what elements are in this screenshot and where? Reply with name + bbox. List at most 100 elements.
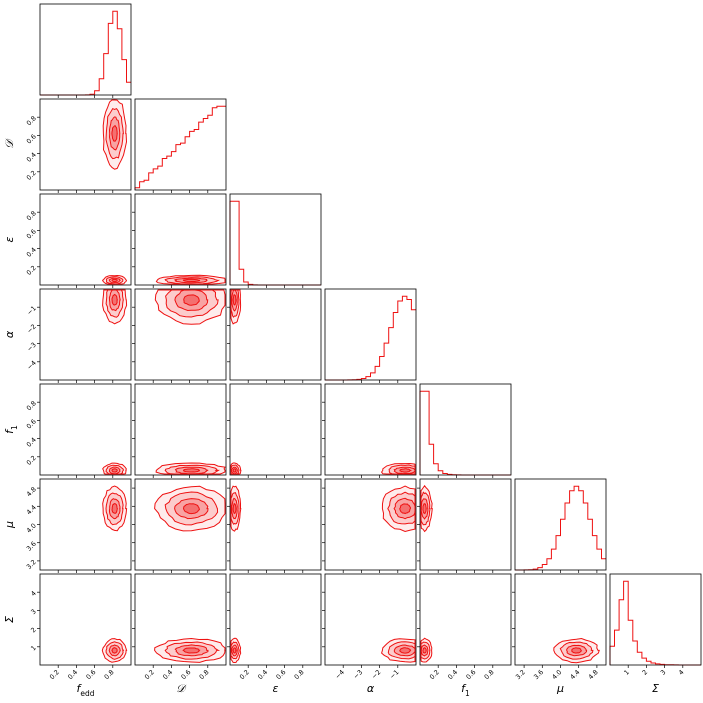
contour-level-3 <box>108 466 121 475</box>
y-tick-label: 4 <box>29 589 38 598</box>
panel-frame <box>229 478 322 571</box>
x-axis-label-D: 𝒟 <box>176 682 187 695</box>
x-tick-label: 0.6 <box>84 668 97 681</box>
y-tick-label: 0.6 <box>25 418 38 431</box>
contour-level-3 <box>393 466 416 475</box>
histogram-panel-eps <box>229 193 322 288</box>
y-axis-label-Sigma: Σ <box>3 616 16 623</box>
contour-panel-fedd-eps: 0.2 0.4 0.6 0.8 <box>25 193 132 288</box>
contour-level-4 <box>111 468 118 473</box>
x-tick-label: 1 <box>622 668 631 677</box>
panel-frame <box>419 573 512 666</box>
contour-panel-fedd-f1: 0.2 0.4 0.6 0.8 <box>25 383 132 478</box>
histogram-line-alpha <box>325 295 416 381</box>
contour-panel-eps-f1 <box>227 383 322 478</box>
contour-level-3 <box>173 277 208 284</box>
contour-level-3 <box>174 498 209 520</box>
x-tick-label: 0.2 <box>143 668 156 681</box>
panel-frame <box>134 98 227 191</box>
y-tick-label: 0.2 <box>25 169 38 182</box>
contour-level-1 <box>102 289 128 325</box>
panel-frame <box>134 383 227 476</box>
contour-level-3 <box>108 289 121 312</box>
x-tick-label: 3.6 <box>532 668 545 681</box>
contour-panel-eps-alpha <box>227 288 322 383</box>
y-tick-label: −3 <box>25 341 37 353</box>
contour-panel-alpha-mu <box>322 478 417 573</box>
contour-level-4 <box>182 647 201 654</box>
y-tick-label: 4.4 <box>25 503 38 516</box>
contour-level-2 <box>559 641 594 660</box>
x-axis-label-eps: ε <box>273 682 279 695</box>
contour-level-4 <box>111 503 118 514</box>
contour-level-4 <box>232 294 237 306</box>
y-tick-label: 3.2 <box>25 558 38 571</box>
axis-label-subscript: edd <box>80 689 94 698</box>
y-tick-label: −1 <box>25 304 37 316</box>
contour-level-1 <box>381 485 416 533</box>
contour-level-3 <box>174 289 209 312</box>
contour-level-2 <box>165 289 219 318</box>
axis-label-subscript: 1 <box>465 689 470 698</box>
contour-level-4 <box>182 278 201 283</box>
x-tick-label: 0.6 <box>274 668 287 681</box>
panel-frame <box>609 573 702 666</box>
y-axis-label-D: 𝒟 <box>3 138 16 149</box>
contour-panel-fedd-D: 0.2 0.4 0.6 0.8 <box>25 98 132 193</box>
contour-level-3 <box>231 289 238 312</box>
contour-level-2 <box>105 641 125 660</box>
contour-level-4 <box>111 293 118 306</box>
axis-label-subscript: 1 <box>10 425 19 430</box>
y-tick-label: 3 <box>29 608 38 617</box>
contour-level-2 <box>164 491 219 526</box>
y-tick-label: 0.2 <box>25 264 38 277</box>
panel-frame <box>134 193 227 286</box>
x-axis-label-fedd: fedd <box>76 682 94 698</box>
contour-level-3 <box>108 277 122 284</box>
contour-level-4 <box>422 647 427 654</box>
histogram-panel-f1 <box>419 383 512 478</box>
y-tick-label: 0.2 <box>25 454 38 467</box>
x-tick-label: 4.0 <box>550 668 563 681</box>
contour-panel-eps-Sigma: 0.2 0.4 0.6 0.8 <box>227 573 322 681</box>
y-axis-label-eps: ε <box>3 236 16 242</box>
histogram-line-f1 <box>419 390 511 476</box>
histogram-line-fedd <box>40 10 131 96</box>
contour-level-4 <box>182 468 201 473</box>
panel-frame <box>229 573 322 666</box>
histogram-panel-alpha <box>324 288 417 383</box>
x-axis-label-Sigma: Σ <box>652 682 659 695</box>
y-tick-label: 0.4 <box>25 151 38 164</box>
contour-level-3 <box>231 644 238 657</box>
contour-level-4 <box>399 468 413 473</box>
histogram-line-D <box>134 105 226 190</box>
contour-level-4 <box>111 278 118 283</box>
panel-frame <box>324 383 417 476</box>
panel-frame <box>324 573 417 666</box>
y-tick-label: −4 <box>25 359 37 371</box>
histogram-line-mu <box>515 485 606 571</box>
contour-level-3 <box>174 466 209 475</box>
contour-level-4 <box>422 503 427 515</box>
y-tick-label: 4.0 <box>25 522 38 535</box>
contour-panel-D-mu <box>132 478 227 573</box>
x-tick-label: −4 <box>334 668 346 680</box>
y-tick-label: 0.8 <box>25 209 38 222</box>
contour-level-1 <box>381 638 416 663</box>
contour-level-4 <box>571 647 583 654</box>
contour-panel-alpha-f1 <box>322 383 417 478</box>
x-tick-label: 0.6 <box>179 668 192 681</box>
panel-frame <box>419 383 512 476</box>
x-tick-label: 0.8 <box>293 668 306 681</box>
y-tick-label: 0.6 <box>25 228 38 241</box>
x-tick-label: 0.8 <box>103 668 116 681</box>
panel-frame <box>324 288 417 381</box>
y-tick-label: 0.8 <box>25 399 38 412</box>
panel-frame <box>134 288 227 381</box>
contour-level-2 <box>105 289 124 318</box>
y-axis-label-alpha: α <box>3 330 16 338</box>
y-tick-label: 0.4 <box>25 436 38 449</box>
x-tick-label: 0.2 <box>238 668 251 681</box>
x-axis-label-f1: f1 <box>461 682 470 698</box>
x-tick-label: 0.2 <box>428 668 441 681</box>
